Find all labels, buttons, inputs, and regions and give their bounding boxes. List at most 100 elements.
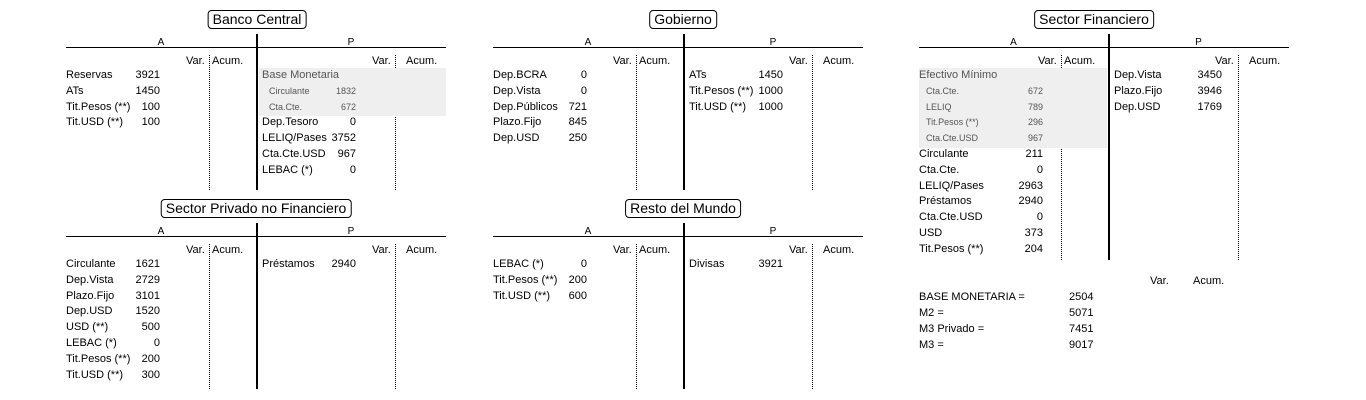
row-value: 2729 <box>135 273 160 286</box>
t-account-divider <box>256 223 258 389</box>
liabilities-var-separator <box>812 55 813 190</box>
aggregate-value: 7451 <box>1069 323 1094 335</box>
row-label: Tit.Pesos (**) <box>66 352 131 365</box>
row-value: 0 <box>349 163 356 176</box>
balance-row: LELIQ 789 <box>919 101 1047 117</box>
row-label: Tit.Pesos (**) <box>66 100 131 113</box>
balance-row: Dep.Tesoro 0 <box>262 116 360 132</box>
row-label: Tit.USD (**) <box>66 116 124 129</box>
balance-banco-central: Banco Central A P Var. Acum. Var. Acum. Reserva… <box>66 10 456 190</box>
row-label: ATs <box>689 69 707 81</box>
row-label: Dep.USD <box>1114 100 1161 113</box>
row-label: Dep.USD <box>66 305 113 318</box>
row-label: Dep.Vista <box>493 84 541 97</box>
row-label: Cta.Cte.USD <box>262 148 326 160</box>
balance-row: Reservas 3921 <box>66 69 164 85</box>
balance-row: Plazo.Fijo 845 <box>493 116 591 132</box>
balance-row: Cta.Cte.USD 967 <box>262 148 360 164</box>
t-account-divider <box>256 34 258 190</box>
assets-acum-header: Acum. <box>639 244 671 256</box>
row-value: 0 <box>580 258 587 270</box>
balance-sector-financiero: Sector Financiero A P Var. Acum. Var. Acum. Efe… <box>919 10 1299 260</box>
balance-row: ATs 1450 <box>66 85 164 101</box>
aggregate-value: 5071 <box>1069 307 1094 319</box>
row-label: LEBAC (*) <box>66 337 117 349</box>
balance-row: LELIQ/Pases 2963 <box>919 180 1047 196</box>
row-value: 3752 <box>331 132 356 145</box>
balance-row: Cta.Cte. 672 <box>262 101 360 117</box>
row-label: LELIQ <box>926 101 952 112</box>
assets-header: A <box>1010 37 1017 48</box>
balance-row: Efectivo Mínimo <box>919 69 1047 85</box>
row-value: 250 <box>568 132 587 145</box>
row-label: Tit.USD (**) <box>689 100 747 113</box>
row-label: Cta.Cte. <box>919 163 960 176</box>
row-value: 600 <box>568 289 587 302</box>
row-value: 1450 <box>758 69 783 81</box>
row-label: Dep.Públicos <box>493 100 558 113</box>
row-value: 845 <box>568 116 587 129</box>
assets-header: A <box>157 226 165 237</box>
row-value: 1832 <box>335 85 356 96</box>
row-label: Tit.USD (**) <box>66 368 124 381</box>
row-value: 1000 <box>758 100 783 113</box>
row-label: Plazo.Fijo <box>493 116 542 129</box>
row-label: Efectivo Mínimo <box>919 69 998 81</box>
liabilities-header: P <box>1195 37 1202 48</box>
assets-var-header: Var. <box>613 244 632 256</box>
row-value: 500 <box>141 321 160 334</box>
row-label: Cta.Cte.USD <box>926 133 979 144</box>
row-value: 1450 <box>135 84 160 97</box>
balance-row: Tit.USD (**) 300 <box>66 369 164 385</box>
row-label: Reservas <box>66 69 113 81</box>
assets-header: A <box>157 37 165 48</box>
aggregate-label: BASE MONETARIA = <box>919 291 1025 303</box>
balance-sector-privado: Sector Privado no Financiero A P Var. Acum. V… <box>66 199 456 389</box>
t-account-divider <box>1108 34 1110 260</box>
liabilities-var-separator <box>395 244 396 389</box>
row-label: Dep.Vista <box>66 273 114 286</box>
row-value: 373 <box>1024 227 1043 239</box>
balance-row: Dep.Vista 0 <box>493 85 591 101</box>
balance-row: LEBAC (*) 0 <box>66 337 164 353</box>
balance-row: Dep.Públicos 721 <box>493 101 591 117</box>
balance-gobierno: Gobierno A P Var. Acum. Var. Acum. Dep.BCRA 0 Dep… <box>493 10 873 190</box>
aggregate-label: M3 = <box>919 339 944 351</box>
liabilities-var-header: Var. <box>372 244 391 256</box>
balance-row: Préstamos 2940 <box>919 195 1047 211</box>
row-value: 672 <box>1027 85 1043 96</box>
row-value: 3921 <box>135 69 160 81</box>
row-label: Tit.Pesos (**) <box>926 117 979 128</box>
balance-row: Dep.BCRA 0 <box>493 69 591 85</box>
liabilities-acum-header: Acum. <box>406 55 438 67</box>
row-value: 100 <box>141 100 160 113</box>
balance-row: USD (**) 500 <box>66 321 164 337</box>
row-label: Divisas <box>689 258 725 270</box>
panel-title: Sector Financiero <box>1034 10 1154 29</box>
liabilities-header: P <box>347 37 355 48</box>
assets-acum-header: Acum. <box>1064 55 1096 67</box>
row-value: 3921 <box>758 258 783 270</box>
aggregate-value: 2504 <box>1069 291 1094 303</box>
row-label: Dep.Tesoro <box>262 116 319 129</box>
liabilities-var-separator <box>812 244 813 389</box>
liabilities-var-header: Var. <box>372 55 391 67</box>
row-label: Circulante <box>66 258 116 270</box>
assets-var-separator <box>636 55 637 190</box>
aggregates-var-header: Var. <box>1150 275 1169 287</box>
row-value: 0 <box>153 337 160 349</box>
assets-var-header: Var. <box>1038 55 1057 67</box>
aggregate-value: 9017 <box>1069 339 1094 351</box>
panel-title: Banco Central <box>207 10 307 29</box>
row-value: 672 <box>340 101 356 112</box>
row-value: 0 <box>1036 163 1043 176</box>
row-value: 1769 <box>1197 100 1222 113</box>
row-label: Dep.USD <box>493 132 540 145</box>
row-label: Cta.Cte.USD <box>919 211 983 224</box>
row-label: Cta.Cte. <box>269 101 303 112</box>
row-value: 721 <box>568 100 587 113</box>
row-label: Dep.Vista <box>1114 69 1162 81</box>
balance-row: Tit.Pesos (**) 200 <box>66 353 164 369</box>
balance-row: USD 373 <box>919 227 1047 243</box>
row-label: Dep.BCRA <box>493 69 547 81</box>
